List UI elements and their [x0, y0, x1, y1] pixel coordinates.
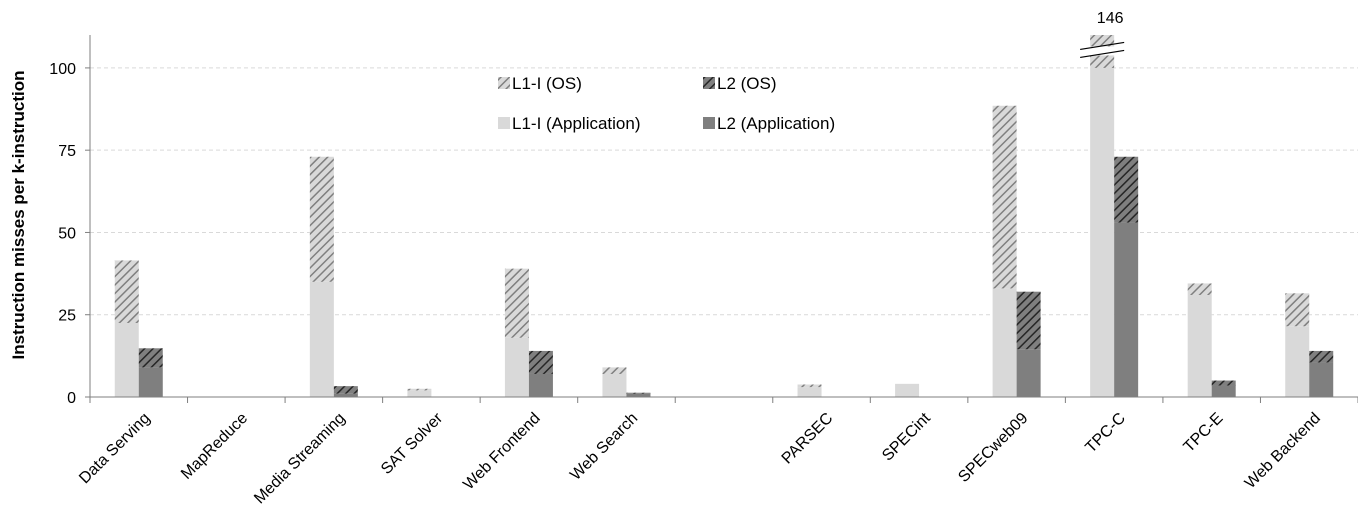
bar-data-serving-hatch-dark: [138, 348, 163, 368]
bar-web-search-hatch-dark: [626, 392, 651, 394]
x-tick-label: Web Frontend: [460, 410, 544, 494]
bar-media-streaming-hatch-dark: [333, 386, 358, 394]
legend-label: L1-I (OS): [512, 74, 582, 93]
bar-web-backend-hatch-light: [1285, 293, 1310, 327]
axis-break-line: [1080, 49, 1125, 59]
bar-web-backend-hatch-dark: [1309, 350, 1334, 363]
y-tick-label: 75: [58, 143, 76, 160]
bar-specweb09-solid-dark: [1016, 349, 1041, 397]
bar-tpc-c-solid-light: [1090, 67, 1115, 397]
bar-web-backend-solid-light: [1285, 326, 1310, 397]
bar-media-streaming-solid-light: [309, 281, 334, 397]
bar-data-serving-solid-light: [114, 322, 139, 397]
x-tick-label: TPC-C: [1082, 410, 1129, 457]
x-tick-label: SPECweb09: [955, 410, 1031, 486]
bar-web-frontend-solid-light: [504, 337, 529, 397]
bar-tpc-e-hatch-dark: [1211, 380, 1236, 386]
bar-tpc-e-solid-dark: [1211, 385, 1236, 397]
legend-label: L1-I (Application): [512, 114, 641, 133]
bar-parsec-hatch-light: [797, 384, 822, 388]
bars: [114, 35, 1334, 397]
x-tick-label: Data Serving: [76, 410, 153, 487]
x-tick-label: PARSEC: [779, 410, 837, 468]
axis-break-gap: [1084, 46, 1121, 56]
y-axis-label: Instruction misses per k-instruction: [9, 70, 28, 359]
bar-web-search-hatch-light: [602, 367, 627, 374]
legend-swatch: [703, 77, 715, 89]
x-tick-label: TPC-E: [1181, 410, 1227, 456]
bar-web-search-solid-light: [602, 373, 627, 397]
legend-label: L2 (OS): [717, 74, 777, 93]
legend: L1-I (OS) L2 (OS) L1-I (Application) L2 (Ap…: [498, 74, 835, 133]
x-tick-label: SPECint: [879, 409, 934, 464]
bar-web-frontend-hatch-light: [504, 268, 529, 338]
y-tick-label: 100: [49, 61, 76, 78]
bar-data-serving-solid-dark: [138, 367, 163, 397]
gridlines: [90, 67, 1358, 316]
annotation-label: 146: [1097, 10, 1124, 27]
bar-specweb09-hatch-light: [992, 105, 1017, 289]
annotations: 146: [1080, 10, 1125, 59]
x-tick-label: MapReduce: [178, 410, 251, 483]
bar-data-serving-hatch-light: [114, 260, 139, 323]
bar-specint-solid-light: [895, 383, 920, 397]
bar-tpc-c-solid-dark: [1114, 222, 1139, 397]
legend-swatch: [498, 117, 510, 129]
bar-parsec-solid-light: [797, 387, 822, 397]
bar-media-streaming-hatch-light: [309, 156, 334, 282]
bar-tpc-e-solid-light: [1187, 294, 1212, 397]
legend-swatch: [498, 77, 510, 89]
y-tick-label: 50: [58, 225, 76, 242]
axis-break-line: [1080, 41, 1125, 51]
bar-media-streaming-solid-dark: [333, 393, 358, 397]
y-tick-label: 0: [67, 390, 76, 407]
legend-label: L2 (Application): [717, 114, 835, 133]
bar-sat-solver-hatch-light: [407, 388, 432, 391]
y-tick-labels: 0 25 50 75 100: [49, 61, 76, 407]
x-tick-label: SAT Solver: [378, 409, 447, 478]
x-tick-labels: Data Serving MapReduce Media Streaming SAT …: [76, 409, 1324, 507]
legend-swatch: [703, 117, 715, 129]
bar-tpc-e-hatch-light: [1187, 283, 1212, 295]
bar-specweb09-solid-light: [992, 288, 1017, 397]
x-tick-label: Web Backend: [1242, 410, 1324, 492]
axes: [85, 35, 1358, 403]
bar-web-frontend-solid-dark: [528, 373, 553, 397]
x-tick-label: Web Search: [567, 410, 641, 484]
bar-tpc-c-hatch-dark: [1114, 156, 1139, 223]
x-tick-label: Media Streaming: [251, 410, 349, 508]
bar-specweb09-hatch-dark: [1016, 291, 1041, 350]
bar-sat-solver-solid-light: [407, 390, 432, 397]
bar-web-backend-solid-dark: [1309, 362, 1334, 397]
y-tick-label: 25: [58, 308, 76, 325]
bar-web-search-solid-dark: [626, 393, 651, 397]
bar-web-frontend-hatch-dark: [528, 350, 553, 374]
